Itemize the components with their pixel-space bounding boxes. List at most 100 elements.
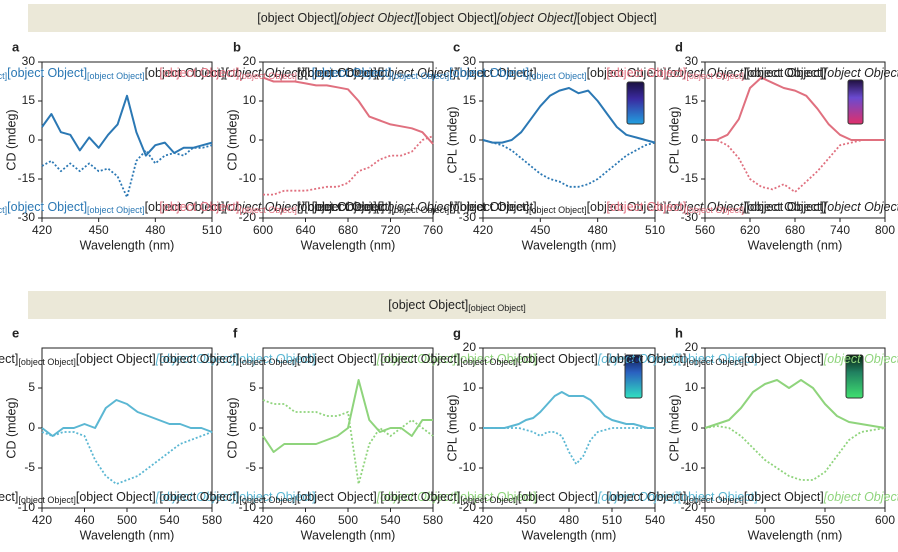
text-part: [object Object]	[18, 495, 76, 505]
text-part: [object Object]	[239, 357, 297, 367]
text-part: [object Object]	[744, 66, 824, 80]
text-part: [object Object]	[0, 490, 18, 504]
x-tick-label: 420	[32, 513, 52, 527]
text-part: [object Object]	[665, 66, 746, 80]
vial-photo	[847, 79, 864, 125]
vial-photo	[845, 354, 864, 399]
text-part: [object Object]	[7, 66, 87, 80]
text-part: [object Object]	[587, 200, 667, 214]
text-part: [object Object]	[823, 352, 898, 366]
panel-letter: g	[453, 325, 461, 340]
x-axis-label: Wavelength (nm)	[301, 238, 396, 252]
text-part: [object Object]	[7, 200, 87, 214]
text-part: [object Object]	[577, 11, 657, 25]
text-part: [object Object]	[87, 71, 145, 81]
annotation: [object Object][object Object][object Ob…	[380, 352, 757, 366]
text-part: [object Object]	[76, 352, 156, 366]
x-axis-label: Wavelength (nm)	[748, 528, 843, 542]
series-line	[262, 76, 434, 145]
text-part: [object Object]	[457, 66, 537, 80]
x-axis-label: Wavelength (nm)	[748, 238, 843, 252]
x-tick-label: 500	[117, 513, 137, 527]
y-axis-label: CD (mdeg)	[4, 109, 18, 170]
series-line	[704, 425, 886, 481]
text-part: [object Object]	[823, 200, 898, 214]
y-tick-label: -20	[239, 210, 257, 224]
x-tick-label: 540	[380, 513, 400, 527]
text-part: [object Object]	[468, 303, 526, 313]
x-tick-label: 510	[602, 513, 622, 527]
annotation: [object Object][object Object][object Ob…	[159, 490, 536, 504]
y-tick-label: 0	[249, 420, 256, 434]
y-tick-label: -15	[681, 171, 699, 185]
annotation: [object Object][object Object][object Ob…	[606, 352, 898, 366]
y-tick-label: 0	[691, 132, 698, 146]
text-part: [object Object]	[297, 490, 377, 504]
y-tick-label: -10	[239, 500, 257, 514]
series-line	[705, 139, 885, 193]
annotation: [object Object][object Object][object Ob…	[606, 200, 898, 214]
series-line	[41, 431, 213, 485]
series-line	[41, 399, 213, 437]
panel-letter: c	[453, 39, 460, 54]
text-part: [object Object]	[686, 71, 744, 81]
series-line	[41, 144, 213, 199]
banner-bg	[28, 4, 886, 32]
x-tick-label: 420	[253, 513, 273, 527]
text-part: [object Object]	[380, 490, 460, 504]
y-tick-label: 15	[22, 93, 36, 107]
text-part: [object Object]	[312, 200, 392, 214]
x-tick-label: 550	[815, 513, 835, 527]
x-axis-label: Wavelength (nm)	[80, 528, 175, 542]
x-tick-label: 420	[32, 223, 52, 237]
y-tick-label: 10	[243, 93, 257, 107]
x-axis-label: Wavelength (nm)	[301, 528, 396, 542]
text-part: [object Object]	[376, 66, 457, 80]
y-tick-label: -30	[459, 210, 477, 224]
text-part: [object Object]	[449, 66, 529, 80]
text-part: [object Object]	[606, 352, 686, 366]
text-part: [object Object]	[686, 357, 744, 367]
text-part: [object Object]	[76, 490, 156, 504]
y-axis-label: CPL (mdeg)	[445, 107, 459, 174]
annotation: [object Object] [object Object] [object Ob…	[0, 352, 316, 366]
y-axis-label: CD (mdeg)	[225, 109, 239, 170]
text-part: [object Object]	[376, 200, 457, 214]
x-tick-label: 540	[159, 513, 179, 527]
x-tick-label: 740	[830, 223, 850, 237]
text-part: [object Object]	[0, 352, 18, 366]
annotation: [object Object][object Object][object Ob…	[312, 200, 827, 214]
text-part: [object Object]	[145, 66, 225, 80]
text-part: [object Object]	[297, 200, 377, 214]
banner-title: [object Object][object Object]	[388, 298, 525, 312]
panel-letter: h	[675, 325, 683, 340]
y-tick-label: -5	[24, 460, 35, 474]
x-tick-label: 510	[202, 223, 222, 237]
text-part: [object Object]	[460, 495, 518, 505]
annotation: [object Object][object Object][object Ob…	[159, 352, 536, 366]
banner-title: [object Object][object Object][object Ob…	[257, 11, 657, 25]
text-part: [object Object]	[449, 200, 529, 214]
y-tick-label: 30	[685, 54, 699, 68]
y-tick-label: -20	[459, 500, 477, 514]
text-part: [object Object]	[823, 66, 898, 80]
text-part: [object Object]	[678, 490, 758, 504]
x-tick-label: 450	[530, 223, 550, 237]
text-part: [object Object]	[746, 66, 826, 80]
text-part: [object Object]	[223, 200, 304, 214]
y-tick-label: 10	[463, 380, 477, 394]
x-tick-label: 540	[645, 513, 665, 527]
y-tick-label: -15	[18, 171, 36, 185]
x-tick-label: 680	[785, 223, 805, 237]
text-part: [object Object]	[304, 200, 384, 214]
plot-frame	[262, 61, 434, 219]
panel-letter: a	[12, 39, 20, 54]
y-axis-label: CPL (mdeg)	[667, 107, 681, 174]
text-part: [object Object]	[0, 71, 7, 81]
y-tick-label: 0	[28, 420, 35, 434]
text-part: [object Object]	[257, 11, 337, 25]
text-part: [object Object]	[587, 66, 667, 80]
x-tick-label: 450	[516, 513, 536, 527]
x-axis-label: Wavelength (nm)	[80, 238, 175, 252]
y-tick-label: -10	[459, 460, 477, 474]
